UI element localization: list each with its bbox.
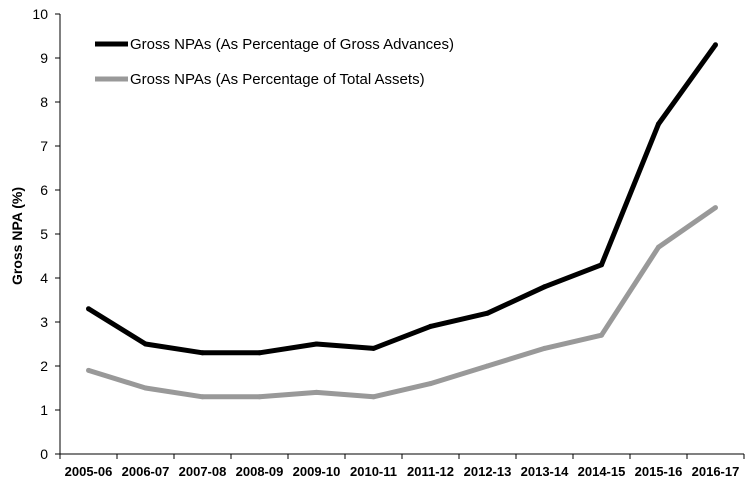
series-line-1 (87, 205, 717, 400)
x-tick-label: 2007-08 (179, 464, 227, 479)
data-point (428, 381, 433, 387)
x-tick-label: 2006-07 (122, 464, 170, 479)
x-tick-label: 2015-16 (635, 464, 683, 479)
data-point (599, 262, 604, 268)
data-point (656, 244, 661, 250)
y-tick-label: 8 (40, 94, 48, 110)
x-tick-label: 2010-11 (350, 464, 397, 479)
data-point (371, 394, 376, 400)
data-point (542, 345, 547, 351)
data-point (314, 341, 319, 347)
y-tick-label: 2 (40, 358, 48, 374)
x-tick-label: 2014-15 (578, 464, 626, 479)
legend-label: Gross NPAs (As Percentage of Gross Advan… (130, 36, 454, 53)
data-point (257, 394, 262, 400)
data-point (200, 350, 205, 356)
x-tick-label: 2013-14 (521, 464, 569, 479)
data-point (86, 306, 91, 312)
y-tick-label: 5 (40, 226, 48, 242)
x-tick-label: 2005-06 (65, 464, 113, 479)
data-point (485, 310, 490, 316)
series-line-0 (87, 43, 718, 356)
x-tick-label: 2008-09 (236, 464, 284, 479)
data-point (143, 341, 148, 347)
data-point (713, 42, 718, 48)
data-point (599, 332, 604, 338)
x-tick-label: 2012-13 (464, 464, 512, 479)
data-point (143, 385, 148, 391)
y-tick-label: 0 (40, 446, 48, 462)
data-point (200, 394, 205, 400)
y-tick-label: 1 (40, 402, 48, 418)
legend: Gross NPAs (As Percentage of Gross Advan… (95, 36, 454, 88)
x-tick-label: 2016-17 (692, 464, 740, 479)
y-axis-ticks: 0 1 2 3 4 5 6 7 8 9 10 (32, 6, 60, 462)
y-tick-label: 10 (32, 6, 48, 22)
data-point (713, 205, 718, 211)
series-lines (86, 42, 718, 400)
x-tick-label: 2011-12 (407, 464, 454, 479)
y-tick-label: 7 (40, 138, 48, 154)
x-axis-ticks: 2005-06 2006-07 2007-08 2008-09 2009-10 2010-… (59, 454, 745, 479)
data-point (656, 121, 661, 127)
y-tick-label: 3 (40, 314, 48, 330)
data-point (371, 345, 376, 351)
data-point (257, 350, 262, 356)
legend-label: Gross NPAs (As Percentage of Total Asset… (130, 71, 425, 88)
data-point (428, 323, 433, 329)
x-tick-label: 2009-10 (293, 464, 341, 479)
data-point (86, 367, 91, 373)
data-point (314, 389, 319, 395)
y-axis-label: Gross NPA (%) (9, 187, 25, 285)
data-point (542, 284, 547, 290)
y-tick-label: 4 (40, 270, 48, 286)
y-tick-label: 9 (40, 50, 48, 66)
data-point (485, 363, 490, 369)
y-tick-label: 6 (40, 182, 48, 198)
